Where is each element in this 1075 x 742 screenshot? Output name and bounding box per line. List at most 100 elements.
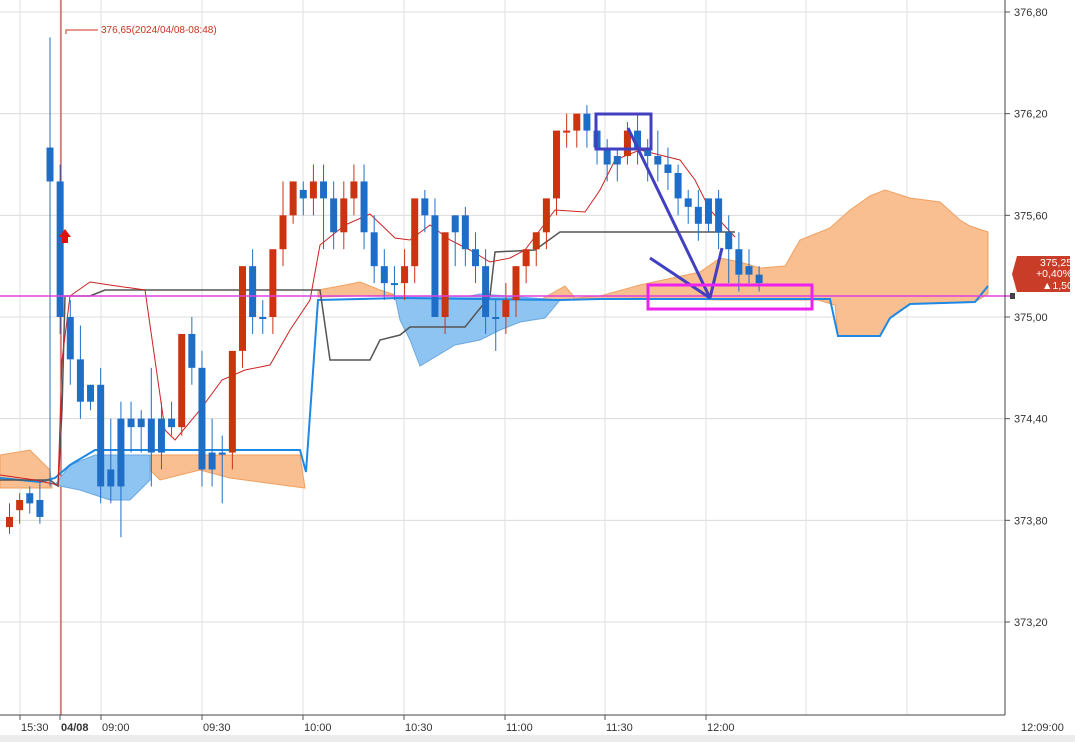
candle-body <box>401 266 409 284</box>
candle-body <box>26 493 34 504</box>
candle-body <box>66 317 74 360</box>
candle-body <box>492 317 500 319</box>
y-tick-label: 376,80 <box>1014 7 1048 19</box>
axes: 376,80 376,20 375,60 375,00 374,40 373,80 373,… <box>0 0 1064 734</box>
drawing-overlays: 376,65(2024/04/08-08:48) 375,25+0,40%▲1,5… <box>0 25 1073 311</box>
candle-body <box>674 172 682 199</box>
candle-body <box>431 215 439 317</box>
candle-body <box>542 198 550 233</box>
candle-body <box>421 198 429 216</box>
candles <box>6 37 763 538</box>
y-tick-label: 374,40 <box>1014 414 1048 426</box>
y-tick-label: 373,80 <box>1014 515 1048 527</box>
candle-body <box>107 469 115 487</box>
candle-body <box>664 164 672 173</box>
x-tick-label: 04/08 <box>61 722 89 734</box>
x-tick-label: 09:30 <box>203 722 231 734</box>
candle-body <box>269 249 277 317</box>
level-marker <box>1010 293 1015 299</box>
candle-body <box>56 181 64 317</box>
candle-body <box>725 232 733 250</box>
candle-body <box>704 198 712 224</box>
trend-arrow-head-left <box>649 256 711 300</box>
candle-body <box>157 418 165 453</box>
buy-signal-arrow <box>59 229 71 243</box>
candle-body <box>715 198 723 233</box>
candle-body <box>76 359 84 402</box>
x-tick-label: 10:00 <box>304 722 332 734</box>
highlight-box-blue <box>594 112 653 151</box>
scrollbar[interactable] <box>0 735 1075 742</box>
price-badge-price: 375,25 <box>1040 257 1072 269</box>
trend-arrow-head-right <box>708 247 724 299</box>
candle-body <box>684 198 692 207</box>
kumo-bear-region <box>394 293 562 367</box>
candle-body <box>137 418 145 428</box>
candle-body <box>471 249 479 267</box>
candle-body <box>6 516 13 528</box>
senkou-span-b <box>0 285 989 484</box>
candle-body <box>218 452 226 455</box>
candle-body <box>370 232 378 267</box>
y-tick-label: 375,00 <box>1014 312 1048 324</box>
price-badge-bg <box>1012 256 1070 292</box>
trend-arrow-line <box>626 127 712 299</box>
y-tick-label: 375,60 <box>1014 210 1048 222</box>
candle-body <box>249 266 257 317</box>
candle-body <box>350 181 358 199</box>
candle-body <box>512 266 520 301</box>
candle-body <box>188 333 196 368</box>
candle-body <box>289 181 297 216</box>
x-tick-label: 12:00 <box>707 722 735 734</box>
x-tick-label: 15:30 <box>21 722 49 734</box>
candle-body <box>330 198 338 233</box>
price-badge-pct: +0,40% <box>1036 268 1072 280</box>
high-annotation-label: 376,65(2024/04/08-08:48) <box>101 25 217 36</box>
y-tick-label: 376,20 <box>1014 109 1048 121</box>
candle-body <box>634 130 642 148</box>
price-badge-change: ▲1,50 <box>1042 280 1073 292</box>
candle-body <box>623 130 631 157</box>
tenkan-sen <box>0 149 736 486</box>
candle-body <box>563 130 571 133</box>
candle-body <box>168 418 176 428</box>
candle-body <box>482 266 490 317</box>
x-tick-label: 10:30 <box>405 722 433 734</box>
candle-body <box>755 274 763 284</box>
kumo-bull-region <box>317 281 396 298</box>
candle-body <box>451 215 459 233</box>
candle-body <box>279 215 287 250</box>
candle-body <box>522 249 530 267</box>
candle-body <box>380 266 388 284</box>
kumo-bull-region <box>539 189 989 337</box>
candle-body <box>603 147 611 165</box>
candle-body <box>87 384 95 402</box>
candle-body <box>411 198 419 267</box>
candle-body <box>228 350 236 453</box>
candle-body <box>299 189 307 199</box>
candle-body <box>97 384 105 487</box>
indicator-lines <box>0 149 989 488</box>
candle-body <box>583 113 591 131</box>
time-label: 12:09:00 <box>1021 722 1064 734</box>
candle-body <box>694 206 702 224</box>
candle-body <box>320 181 328 199</box>
x-tick-label: 11:30 <box>606 722 633 734</box>
candle-body <box>340 198 348 233</box>
candle-body <box>573 113 581 131</box>
candle-body <box>238 266 246 351</box>
candle-body <box>613 156 621 165</box>
candle-body <box>46 147 54 182</box>
candle-body <box>745 266 753 275</box>
highlight-box-magenta <box>646 283 814 311</box>
candle-body <box>198 367 206 470</box>
candle-body <box>16 500 24 511</box>
candle-body <box>441 232 449 317</box>
kumo-bull-region <box>149 454 306 489</box>
kijun-sen <box>0 231 735 488</box>
candle-body <box>360 181 368 233</box>
high-annotation-leader <box>65 29 98 34</box>
candle-body <box>117 418 125 487</box>
candle-body <box>309 181 317 199</box>
